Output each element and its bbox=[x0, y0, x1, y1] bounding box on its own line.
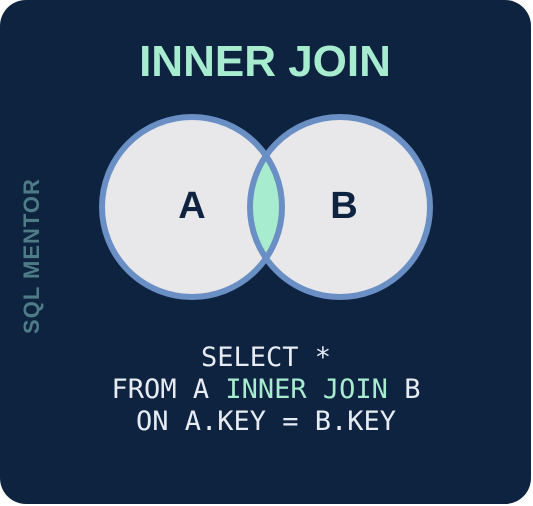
query-line: SELECT * bbox=[201, 342, 331, 373]
query-line: ON A.KEY = B.KEY bbox=[136, 406, 396, 437]
venn-diagram: A B bbox=[99, 114, 433, 300]
set-a-label: A bbox=[178, 185, 205, 227]
circle-a-fill bbox=[102, 117, 282, 297]
query-text: B bbox=[404, 374, 420, 405]
title: INNER JOIN bbox=[139, 37, 391, 86]
query-line: FROM A INNER JOIN B bbox=[112, 374, 421, 405]
query-text: FROM A bbox=[112, 374, 210, 405]
query-keyword: INNER JOIN bbox=[225, 374, 388, 405]
circle-b-fill bbox=[250, 117, 430, 297]
set-b-label: B bbox=[330, 185, 357, 227]
circle-a-outline bbox=[99, 114, 285, 300]
circle-b-outline bbox=[247, 114, 433, 300]
side-label: SQL MENTOR bbox=[19, 178, 44, 334]
intersection bbox=[250, 155, 282, 259]
sql-query: SELECT * FROM A INNER JOIN B ON A.KEY = … bbox=[112, 342, 421, 437]
